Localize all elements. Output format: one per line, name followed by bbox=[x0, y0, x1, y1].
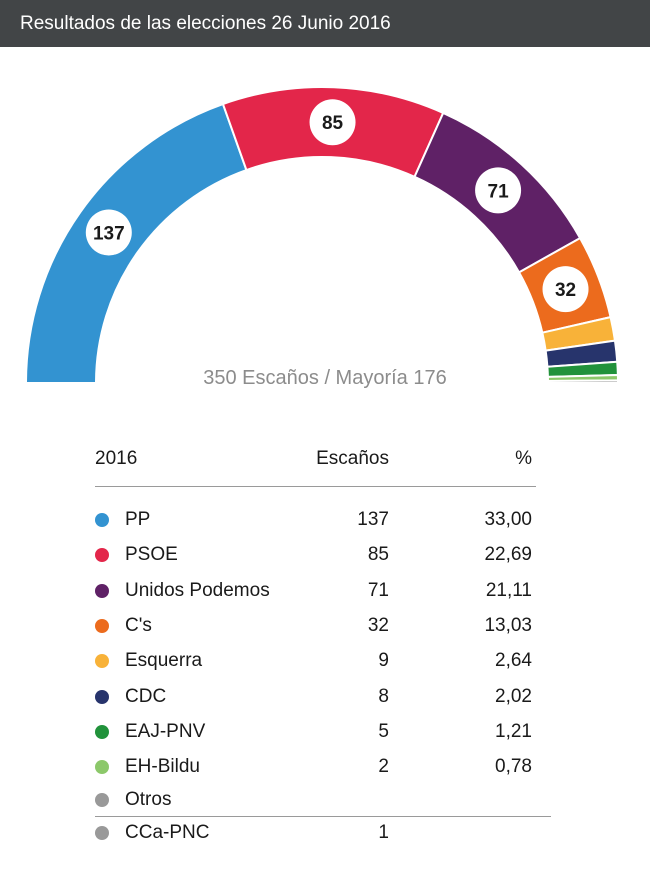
party-name: Esquerra bbox=[125, 650, 203, 672]
table-row: Esquerra 9 2,64 bbox=[95, 647, 536, 675]
party-name: EH-Bildu bbox=[125, 756, 200, 778]
seat-count-label: 85 bbox=[322, 113, 344, 134]
hemicycle-chart: 137 85 71 32 350 Escaños / Mayoría 176 bbox=[24, 86, 620, 389]
party-color-dot bbox=[95, 724, 109, 739]
party-color-dot bbox=[95, 548, 109, 563]
chart-header: Resultados de las elecciones 26 Junio 20… bbox=[0, 0, 650, 47]
arc-cca-pnc bbox=[546, 379, 620, 384]
year-header: 2016 bbox=[95, 448, 138, 469]
seat-badge bbox=[475, 167, 522, 214]
party-name: Otros bbox=[125, 789, 172, 810]
party-name: CDC bbox=[125, 685, 167, 707]
party-name: C's bbox=[125, 614, 152, 636]
percent-header: % bbox=[515, 448, 532, 469]
seat-badge bbox=[309, 99, 356, 146]
party-percent: 1,21 bbox=[495, 720, 532, 742]
party-percent: 21,11 bbox=[485, 579, 532, 601]
party-seats: 2 bbox=[378, 756, 389, 778]
party-name: PP bbox=[125, 509, 151, 530]
party-color-dot bbox=[95, 583, 109, 598]
party-seats: 32 bbox=[367, 614, 389, 636]
party-color-dot bbox=[95, 689, 109, 704]
party-percent: 13,03 bbox=[484, 614, 532, 636]
seats-summary: 350 Escaños / Mayoría 176 bbox=[203, 367, 446, 389]
table-row: CDC 8 2,02 bbox=[95, 683, 536, 711]
party-seats: 85 bbox=[367, 544, 389, 566]
party-color-dot bbox=[95, 793, 109, 807]
party-percent: 2,64 bbox=[495, 650, 532, 672]
party-percent: 2,02 bbox=[495, 685, 532, 707]
party-name: EAJ-PNV bbox=[125, 720, 206, 742]
table-row: Otros bbox=[95, 786, 536, 814]
table-row: CCa-PNC 1 bbox=[95, 819, 536, 847]
seats-header: Escaños bbox=[316, 448, 389, 469]
party-seats: 137 bbox=[357, 509, 389, 530]
party-percent: 0,78 bbox=[495, 756, 532, 778]
table-header: 2016 Escaños % bbox=[95, 448, 536, 474]
seat-badge bbox=[542, 266, 589, 313]
party-percent: 33,00 bbox=[484, 509, 532, 530]
seat-badge bbox=[85, 209, 132, 256]
party-percent: 22,69 bbox=[484, 544, 532, 566]
party-seats: 71 bbox=[367, 579, 389, 601]
seat-count-label: 137 bbox=[93, 223, 125, 244]
others-divider bbox=[95, 816, 551, 817]
table-row: PP 137 33,00 bbox=[95, 506, 536, 534]
arc-pp bbox=[24, 102, 248, 384]
table-row: EAJ-PNV 5 1,21 bbox=[95, 718, 536, 746]
party-color-dot bbox=[95, 618, 109, 633]
seat-count-label: 32 bbox=[555, 280, 576, 301]
party-color-dot bbox=[95, 826, 109, 840]
table-row: C's 32 13,03 bbox=[95, 612, 536, 640]
party-seats: 9 bbox=[378, 650, 389, 672]
table-row: EH-Bildu 2 0,78 bbox=[95, 753, 536, 781]
table-row: Unidos Podemos 71 21,11 bbox=[95, 577, 536, 605]
table-row: PSOE 85 22,69 bbox=[95, 541, 536, 569]
party-seats: 5 bbox=[378, 720, 389, 742]
party-name: CCa-PNC bbox=[125, 822, 210, 843]
party-seats: 8 bbox=[378, 685, 389, 707]
seat-count-label: 71 bbox=[488, 181, 510, 202]
chart-title: Resultados de las elecciones 26 Junio 20… bbox=[20, 13, 391, 34]
header-divider bbox=[95, 486, 536, 487]
party-name: PSOE bbox=[125, 544, 178, 566]
party-color-dot bbox=[95, 654, 109, 669]
party-color-dot bbox=[95, 513, 109, 527]
party-seats: 1 bbox=[378, 822, 389, 843]
party-name: Unidos Podemos bbox=[125, 579, 270, 601]
party-color-dot bbox=[95, 760, 109, 775]
